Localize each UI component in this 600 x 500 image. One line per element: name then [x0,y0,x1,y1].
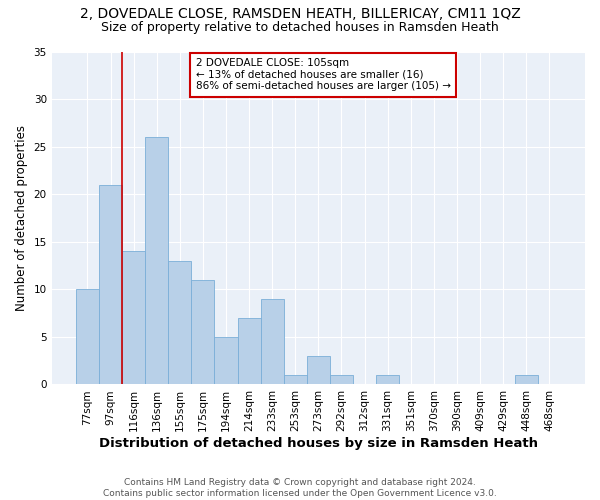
Bar [191,280,214,384]
Bar [284,375,307,384]
X-axis label: Distribution of detached houses by size in Ramsden Heath: Distribution of detached houses by size … [99,437,538,450]
Bar [76,290,99,384]
Bar [214,337,238,384]
Text: Size of property relative to detached houses in Ramsden Heath: Size of property relative to detached ho… [101,21,499,34]
Bar [307,356,330,384]
Bar [376,375,399,384]
Bar [260,299,284,384]
Bar [330,375,353,384]
Bar [238,318,260,384]
Text: 2 DOVEDALE CLOSE: 105sqm
← 13% of detached houses are smaller (16)
86% of semi-d: 2 DOVEDALE CLOSE: 105sqm ← 13% of detach… [196,58,451,92]
Text: Contains HM Land Registry data © Crown copyright and database right 2024.
Contai: Contains HM Land Registry data © Crown c… [103,478,497,498]
Bar [515,375,538,384]
Bar [145,137,168,384]
Text: 2, DOVEDALE CLOSE, RAMSDEN HEATH, BILLERICAY, CM11 1QZ: 2, DOVEDALE CLOSE, RAMSDEN HEATH, BILLER… [80,8,520,22]
Bar [168,261,191,384]
Y-axis label: Number of detached properties: Number of detached properties [15,125,28,311]
Bar [99,184,122,384]
Bar [122,252,145,384]
